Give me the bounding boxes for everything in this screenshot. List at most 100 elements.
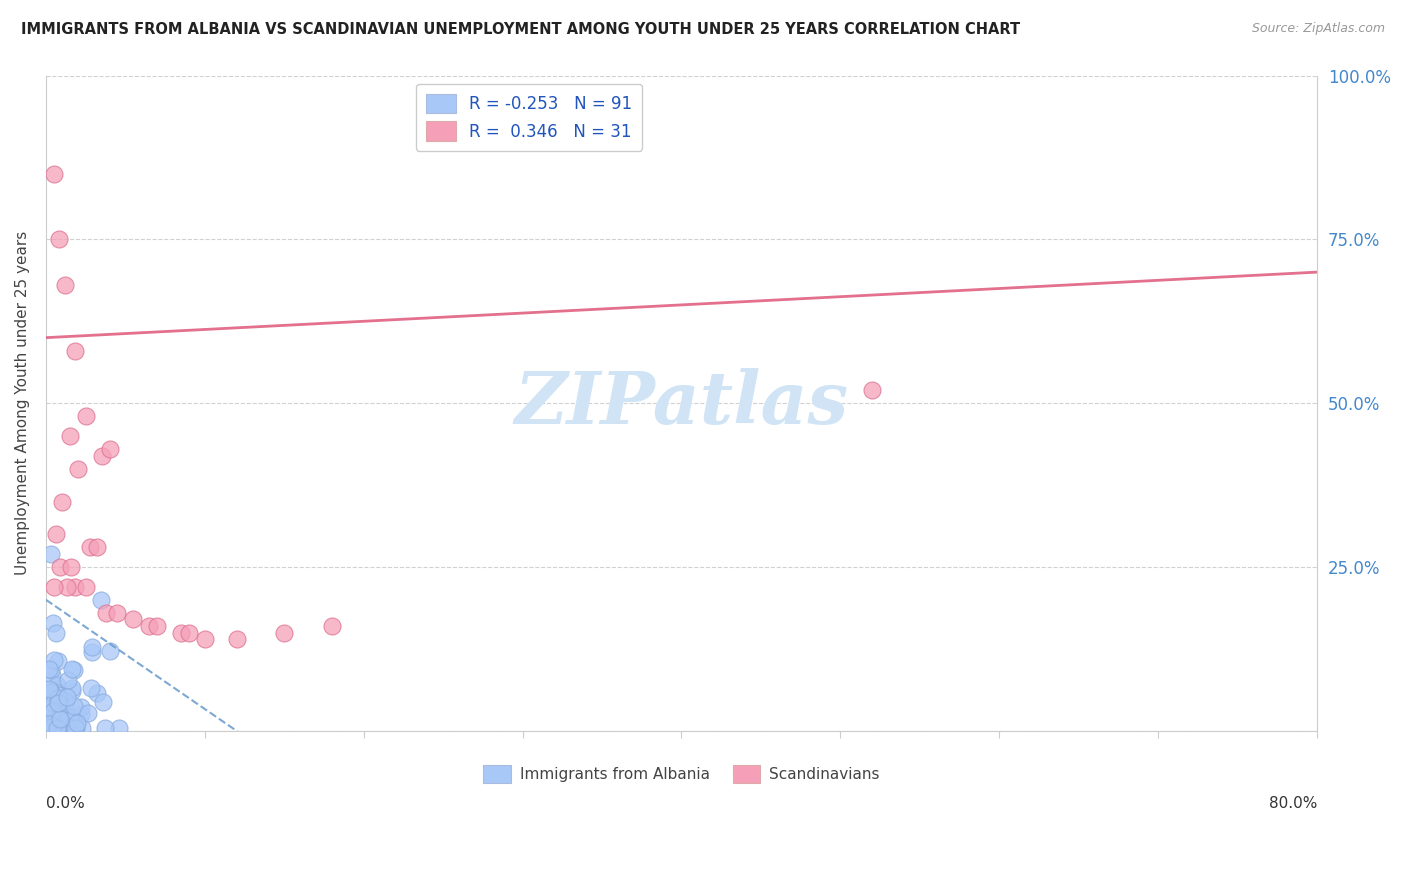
Point xyxy=(38,698,60,713)
Point xyxy=(42,696,65,710)
Point xyxy=(48,715,70,730)
Point xyxy=(56,673,79,687)
Point xyxy=(94,721,117,735)
Point xyxy=(59,429,82,443)
Point xyxy=(60,560,83,574)
Point xyxy=(42,615,65,630)
Point xyxy=(69,706,91,721)
Point xyxy=(42,721,65,735)
Point xyxy=(76,706,98,720)
Point xyxy=(63,343,86,358)
Point xyxy=(44,653,66,667)
Point xyxy=(52,721,75,735)
Point xyxy=(39,717,62,731)
Point xyxy=(45,626,67,640)
Point xyxy=(55,580,77,594)
Point xyxy=(321,619,343,633)
Point xyxy=(66,715,89,730)
Point xyxy=(58,709,80,723)
Point xyxy=(38,681,60,696)
Point xyxy=(44,527,66,541)
Point xyxy=(63,721,86,735)
Point xyxy=(86,686,108,700)
Point xyxy=(37,721,59,735)
Point xyxy=(38,662,60,676)
Point xyxy=(39,717,62,731)
Point xyxy=(45,721,67,735)
Point xyxy=(63,580,86,594)
Point xyxy=(37,686,59,700)
Point xyxy=(62,684,84,698)
Point xyxy=(80,681,103,695)
Text: 0.0%: 0.0% xyxy=(46,797,84,812)
Point xyxy=(90,449,112,463)
Point xyxy=(44,713,66,727)
Point xyxy=(38,686,60,700)
Point xyxy=(170,625,193,640)
Point xyxy=(49,560,72,574)
Point xyxy=(80,640,103,654)
Point xyxy=(35,688,58,702)
Text: IMMIGRANTS FROM ALBANIA VS SCANDINAVIAN UNEMPLOYMENT AMONG YOUTH UNDER 25 YEARS : IMMIGRANTS FROM ALBANIA VS SCANDINAVIAN … xyxy=(21,22,1021,37)
Point xyxy=(70,699,93,714)
Point xyxy=(63,699,86,714)
Point xyxy=(48,232,70,246)
Point xyxy=(42,580,65,594)
Point xyxy=(39,663,62,677)
Point xyxy=(52,721,75,735)
Point xyxy=(59,721,82,735)
Text: Source: ZipAtlas.com: Source: ZipAtlas.com xyxy=(1251,22,1385,36)
Point xyxy=(41,701,63,715)
Point xyxy=(49,707,72,722)
Point xyxy=(49,697,72,711)
Point xyxy=(75,409,97,424)
Point xyxy=(46,721,69,735)
Point xyxy=(66,716,89,731)
Point xyxy=(49,701,72,715)
Point xyxy=(49,721,72,735)
Point xyxy=(98,644,121,658)
Point xyxy=(48,696,70,710)
Point xyxy=(46,696,69,710)
Point xyxy=(37,721,59,735)
Point xyxy=(45,721,67,735)
Point xyxy=(91,695,114,709)
Point xyxy=(46,680,69,694)
Text: 80.0%: 80.0% xyxy=(1268,797,1317,812)
Point xyxy=(860,383,883,397)
Point xyxy=(46,678,69,692)
Point xyxy=(51,721,73,735)
Point xyxy=(46,708,69,723)
Point xyxy=(42,719,65,733)
Point xyxy=(56,690,79,704)
Point xyxy=(60,662,83,676)
Point xyxy=(41,706,63,720)
Point xyxy=(86,541,108,555)
Point xyxy=(65,721,87,735)
Point xyxy=(51,494,73,508)
Point xyxy=(35,683,58,698)
Point xyxy=(90,592,112,607)
Point xyxy=(41,668,63,682)
Point xyxy=(107,721,129,735)
Point xyxy=(39,685,62,699)
Point xyxy=(49,692,72,706)
Point xyxy=(122,612,145,626)
Point xyxy=(44,721,66,735)
Point xyxy=(59,711,82,725)
Point xyxy=(56,721,79,735)
Point xyxy=(56,712,79,726)
Point xyxy=(98,442,121,456)
Y-axis label: Unemployment Among Youth under 25 years: Unemployment Among Youth under 25 years xyxy=(15,231,30,575)
Point xyxy=(138,619,160,633)
Point xyxy=(46,721,69,735)
Point xyxy=(48,721,70,735)
Point xyxy=(49,712,72,726)
Point xyxy=(53,278,76,293)
Point xyxy=(42,704,65,718)
Point xyxy=(45,714,67,728)
Point xyxy=(75,580,97,594)
Point xyxy=(46,654,69,668)
Point xyxy=(44,686,66,700)
Point xyxy=(70,721,93,735)
